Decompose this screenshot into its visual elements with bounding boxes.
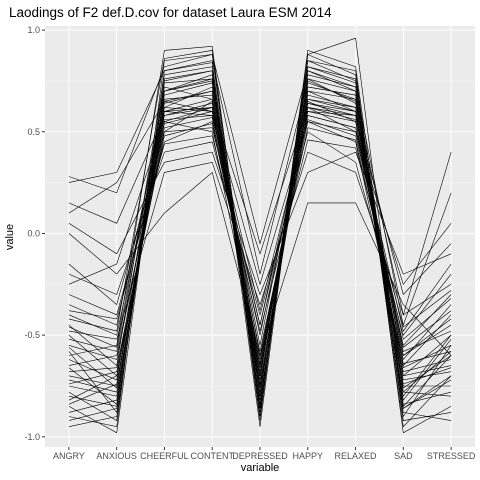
series-line <box>68 100 452 286</box>
y-tick-label: 1.0 <box>27 25 40 35</box>
x-tick-label: RELAXED <box>335 451 378 461</box>
x-tick-label: CONTENT <box>190 451 234 461</box>
series-line <box>68 60 452 434</box>
y-axis: -1.0 -0.5 0.0 0.5 1.0 <box>24 25 45 442</box>
series-line <box>68 60 452 316</box>
series-line <box>68 102 452 385</box>
series-lines <box>68 37 452 434</box>
x-axis-label: variable <box>241 462 280 474</box>
series-line <box>68 98 452 405</box>
x-tick-label: STRESSED <box>427 451 476 461</box>
y-tick-label: -1.0 <box>24 432 40 442</box>
x-tick-label: DEPRESSED <box>232 451 288 461</box>
y-tick-label: 0.5 <box>27 127 40 137</box>
series-line <box>68 78 452 389</box>
y-tick-label: -0.5 <box>24 330 40 340</box>
series-line <box>68 115 452 366</box>
x-tick-label: ANGRY <box>53 451 85 461</box>
series-line <box>68 115 452 332</box>
x-tick-label: CHEERFUL <box>140 451 189 461</box>
series-line <box>68 171 452 357</box>
series-line <box>68 66 452 409</box>
chart-title: Laodings of F2 def.D.cov for dataset Lau… <box>9 5 332 20</box>
series-line <box>68 54 452 327</box>
series-line <box>68 54 452 422</box>
x-tick-label: ANXIOUS <box>96 451 137 461</box>
x-tick-label: HAPPY <box>293 451 324 461</box>
y-tick-label: 0.0 <box>27 228 40 238</box>
x-tick-label: SAD <box>394 451 413 461</box>
series-line <box>68 94 452 368</box>
series-line <box>68 107 452 296</box>
y-axis-label: value <box>4 224 16 250</box>
